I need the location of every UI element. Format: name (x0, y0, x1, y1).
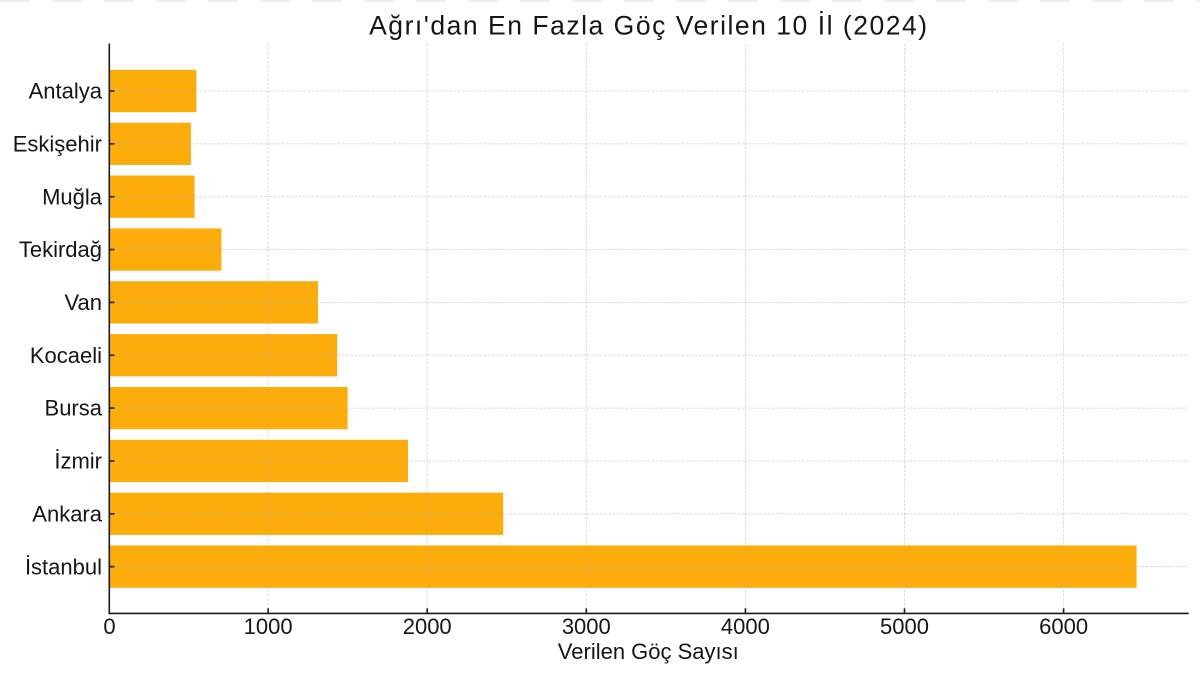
svg-text:Tekirdağ: Tekirdağ (19, 237, 102, 262)
svg-text:İstanbul: İstanbul (25, 554, 102, 579)
svg-text:3000: 3000 (562, 614, 611, 639)
svg-text:Eskişehir: Eskişehir (13, 131, 102, 156)
svg-text:Muğla: Muğla (42, 184, 103, 209)
svg-text:Ankara: Ankara (32, 501, 102, 526)
svg-text:2000: 2000 (403, 614, 452, 639)
svg-text:0: 0 (103, 614, 115, 639)
svg-text:Van: Van (64, 290, 102, 315)
svg-text:Antalya: Antalya (29, 79, 103, 104)
svg-text:1000: 1000 (244, 614, 293, 639)
svg-text:Bursa: Bursa (45, 396, 103, 421)
svg-text:İzmir: İzmir (54, 449, 102, 474)
svg-text:Verilen Göç Sayısı: Verilen Göç Sayısı (558, 639, 739, 664)
svg-text:Ağrı'dan En Fazla Göç Verilen: Ağrı'dan En Fazla Göç Verilen 10 İl (202… (369, 11, 927, 41)
svg-text:4000: 4000 (721, 614, 770, 639)
svg-text:Kocaeli: Kocaeli (30, 343, 102, 368)
svg-text:5000: 5000 (880, 614, 929, 639)
svg-text:6000: 6000 (1039, 614, 1088, 639)
